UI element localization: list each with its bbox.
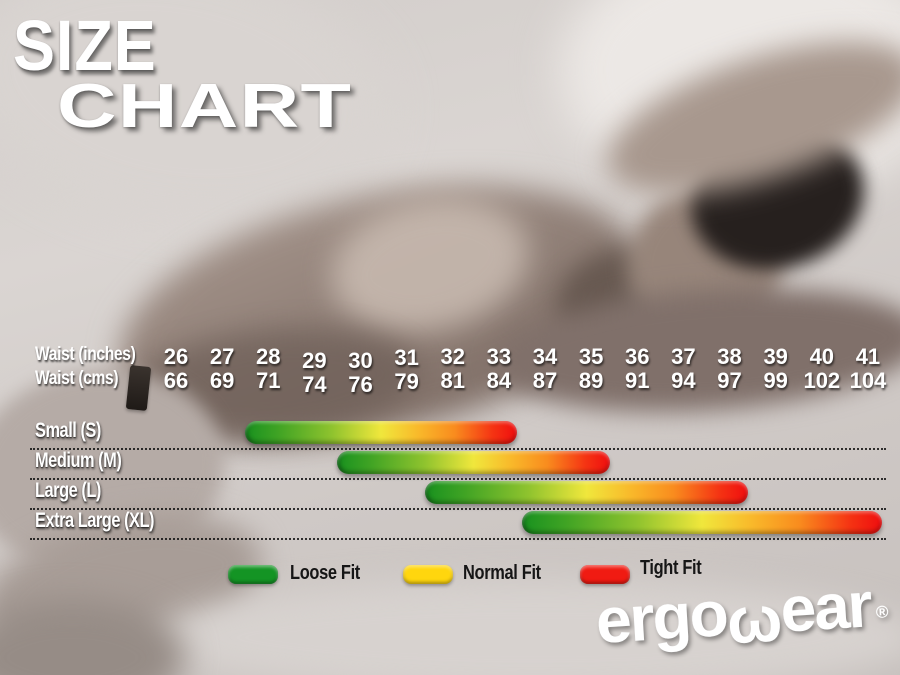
size-row-1: Small (S) — [30, 418, 886, 450]
photo-sheet-bottom — [150, 580, 900, 675]
legend-label: Loose Fit — [290, 562, 360, 584]
size-row-label: Small (S) — [35, 419, 101, 442]
waist-cm-value: 69 — [209, 368, 235, 393]
waist-cm-value: 71 — [256, 368, 281, 393]
waist-inches-row: Waist (inches) 26 27 28 29 30 31 32 33 34 35 36 37 3… — [0, 344, 900, 373]
waist-inch-value: 33 — [486, 344, 512, 369]
size-range-bar — [337, 451, 610, 474]
size-range-bar — [425, 481, 748, 504]
waist-cm-value: 91 — [625, 368, 650, 393]
waist-inch-value: 41 — [855, 344, 881, 369]
brand-suffix: ear — [778, 568, 873, 646]
waist-inch-value: 29 — [302, 348, 327, 373]
legend-label: Tight Fit — [640, 557, 702, 579]
waist-cm-value: 89 — [578, 368, 604, 393]
waist-inch-value: 27 — [209, 344, 235, 369]
size-row-3: Large (L) — [30, 478, 886, 510]
brand-w-glyph: ω — [724, 581, 784, 658]
brand-logo-ergowear: ergoωear ® — [594, 568, 890, 658]
legend-swatch — [580, 565, 630, 584]
registered-trademark-icon: ® — [875, 602, 890, 622]
waist-cm-value: 97 — [717, 368, 742, 393]
waist-cm-value: 79 — [394, 369, 419, 394]
legend-label: Normal Fit — [463, 562, 541, 584]
size-row-4: Extra Large (XL) — [30, 508, 886, 540]
waist-cm-value: 76 — [348, 372, 373, 397]
size-row-label: Medium (M) — [35, 449, 122, 472]
size-range-bar — [245, 421, 518, 444]
waist-inch-value: 26 — [163, 344, 189, 369]
title-line-chart: CHART — [57, 72, 353, 141]
waist-inch-value: 40 — [809, 344, 835, 369]
waist-inch-value: 32 — [440, 344, 466, 369]
waist-cms-label: Waist (cms) — [35, 368, 119, 389]
waist-cm-value: 84 — [486, 368, 512, 393]
title-line-size: SIZE — [13, 5, 157, 86]
waist-cm-value: 66 — [163, 368, 189, 393]
waist-inch-value: 28 — [256, 344, 281, 369]
waist-inch-value: 38 — [717, 344, 742, 369]
size-row-label: Extra Large (XL) — [35, 509, 155, 532]
waist-inch-value: 39 — [763, 344, 788, 369]
waist-cm-value: 81 — [440, 368, 466, 393]
waist-inch-value: 35 — [578, 344, 604, 369]
waist-inch-value: 31 — [394, 345, 419, 370]
legend-swatch — [403, 565, 453, 584]
size-range-bar — [521, 511, 882, 534]
size-row-2: Medium (M) — [30, 448, 886, 480]
waist-cm-value: 99 — [763, 368, 788, 393]
waist-cm-value: 74 — [302, 372, 327, 397]
waist-cm-value: 87 — [532, 368, 558, 393]
legend-swatch — [228, 565, 278, 584]
brand-prefix: ergo — [593, 577, 729, 657]
waist-inch-value: 37 — [671, 344, 696, 369]
waist-inches-label: Waist (inches) — [35, 344, 136, 365]
waist-cm-value: 94 — [671, 368, 696, 393]
waist-inch-value: 34 — [532, 344, 558, 369]
waist-cm-value: 104 — [849, 368, 887, 393]
waist-cm-value: 102 — [803, 368, 841, 393]
waist-inch-value: 30 — [348, 348, 373, 373]
size-row-label: Large (L) — [35, 479, 101, 502]
waist-cms-row: Waist (cms) 66 69 71 74 76 79 81 84 87 89 91 94 97 99… — [0, 368, 900, 397]
waist-inch-value: 36 — [625, 344, 650, 369]
